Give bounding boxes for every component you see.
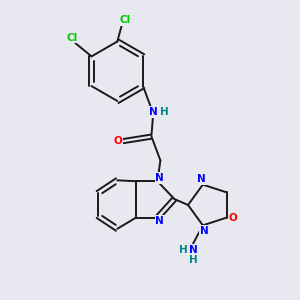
Text: O: O xyxy=(113,136,122,146)
Text: H: H xyxy=(160,107,169,117)
Text: N: N xyxy=(200,226,209,236)
Text: N: N xyxy=(155,216,164,226)
Text: N: N xyxy=(197,174,206,184)
Text: N: N xyxy=(189,244,197,255)
Text: Cl: Cl xyxy=(120,15,131,25)
Text: H: H xyxy=(179,244,188,255)
Text: H: H xyxy=(189,255,197,265)
Text: N: N xyxy=(148,107,157,117)
Text: Cl: Cl xyxy=(66,33,77,43)
Text: O: O xyxy=(229,213,238,223)
Text: N: N xyxy=(155,173,164,183)
